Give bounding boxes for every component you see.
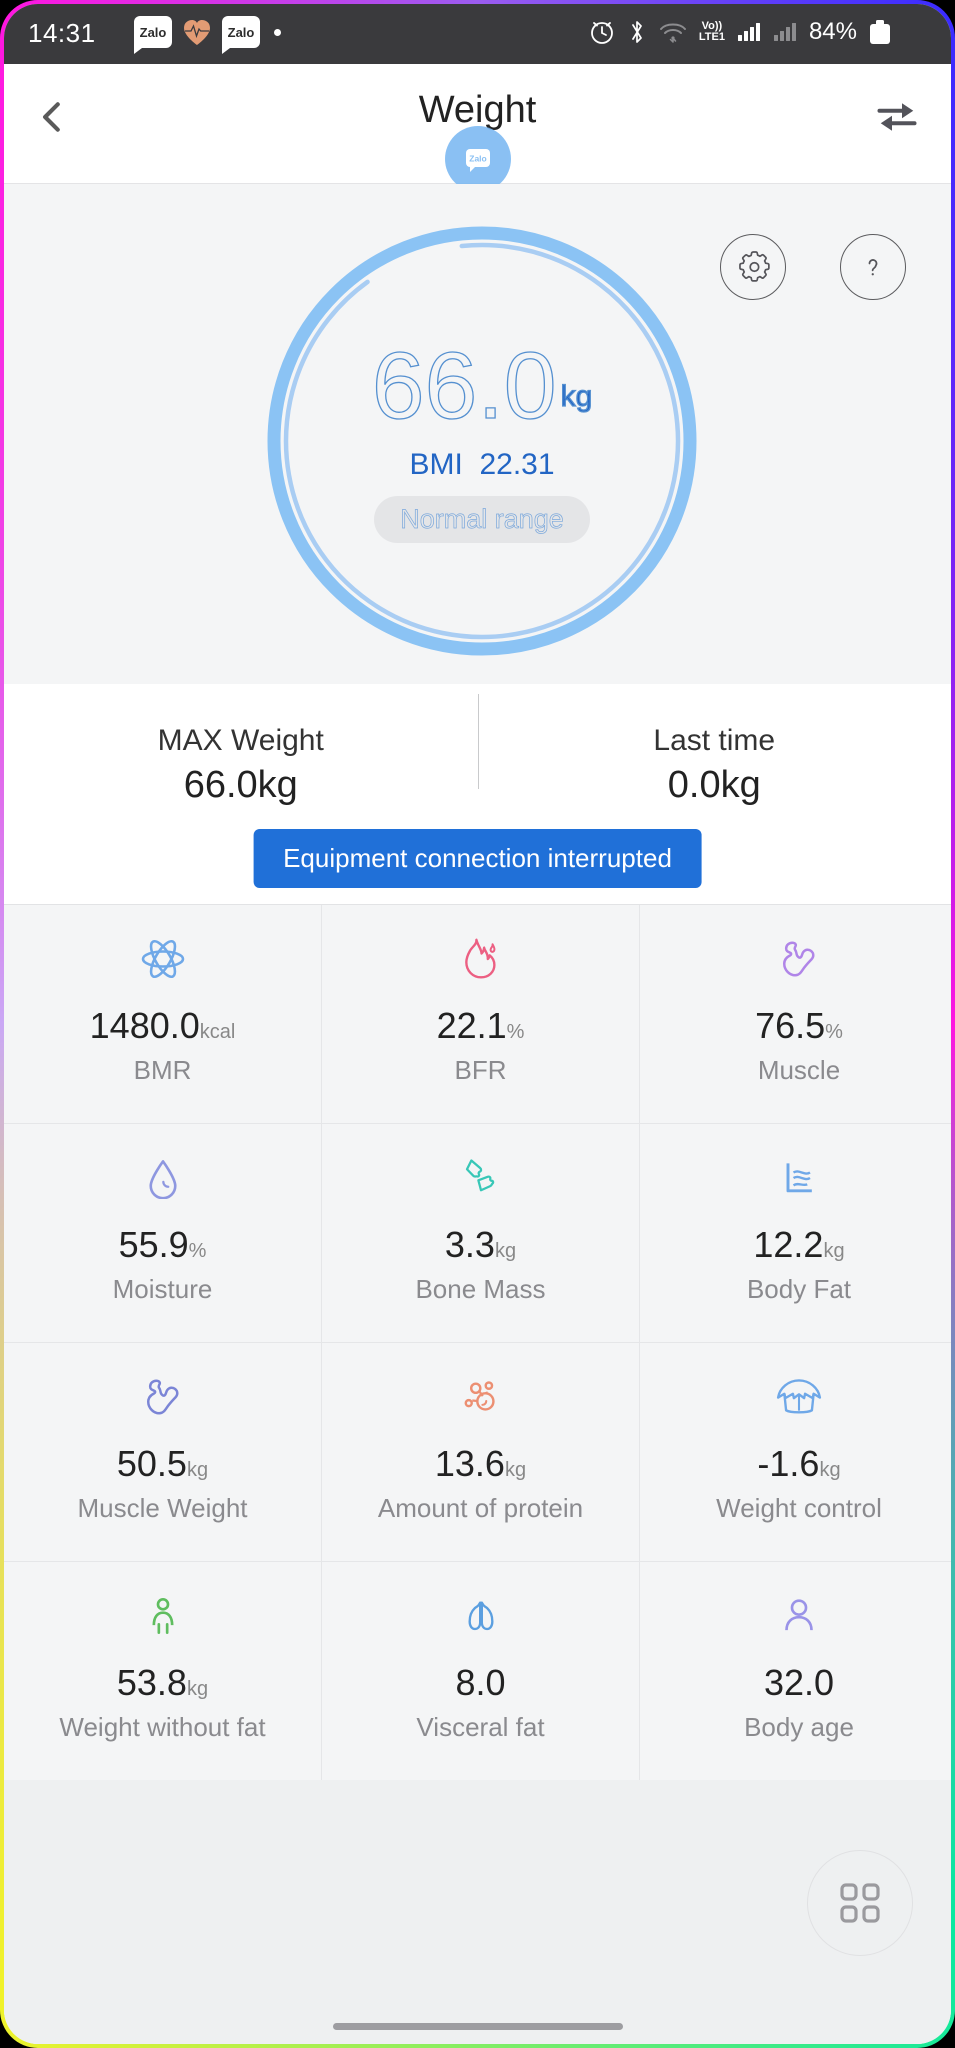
svg-text:Zalo: Zalo [469,154,486,164]
